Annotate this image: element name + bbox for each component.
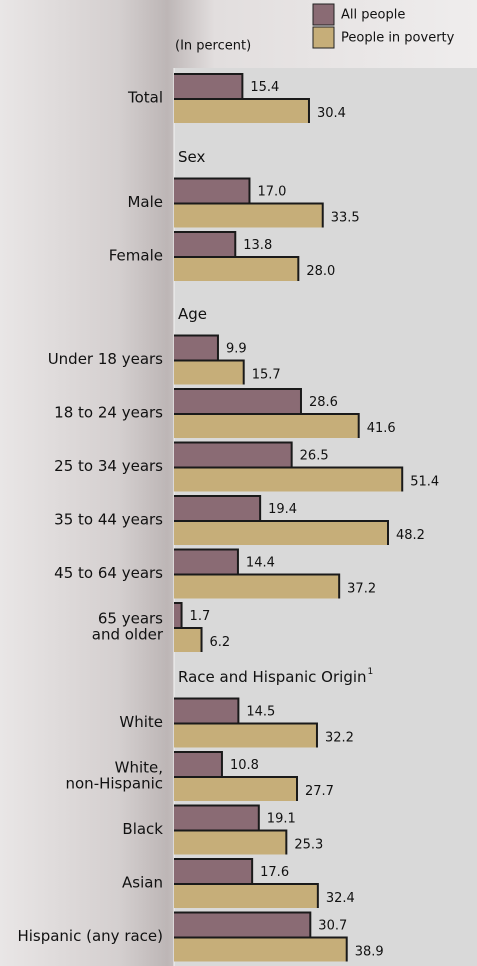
category-label: Hispanic (any race) [17, 927, 163, 945]
category-label: 45 to 64 years [54, 564, 163, 582]
category-label: Female [109, 247, 163, 265]
value-label: 41.6 [367, 421, 396, 436]
value-label: 15.7 [252, 368, 281, 383]
category-label: 18 to 24 years [54, 404, 163, 422]
bar [174, 256, 299, 281]
bar [174, 231, 236, 256]
bar [174, 602, 182, 627]
legend-swatch [312, 3, 335, 26]
group-heading: Age [178, 305, 207, 323]
bar [174, 334, 218, 360]
category-label: Black [122, 820, 163, 838]
category-label: Asian [122, 874, 163, 892]
heading-note: 1 [368, 667, 374, 677]
category-label: non-Hispanic [66, 775, 164, 793]
legend-label: All people [341, 8, 405, 23]
bar [174, 627, 202, 652]
value-label: 27.7 [305, 784, 334, 799]
bar [174, 829, 287, 855]
category-label: 65 years [98, 610, 163, 628]
value-label: 32.2 [325, 731, 354, 746]
value-label: 6.2 [210, 635, 231, 650]
value-label: 28.0 [306, 264, 335, 279]
bar [174, 722, 317, 748]
bar [174, 413, 359, 438]
bar [174, 495, 261, 520]
value-label: 17.6 [260, 865, 289, 880]
value-label: 19.1 [267, 812, 296, 827]
value-label: 1.7 [190, 609, 211, 624]
value-label: 9.9 [226, 342, 247, 357]
value-label: 33.5 [331, 211, 360, 226]
bar [174, 441, 292, 467]
bar [174, 359, 244, 385]
legend-label: People in poverty [341, 31, 455, 46]
value-label: 28.6 [309, 395, 338, 410]
value-label: 25.3 [294, 838, 323, 853]
value-label: 26.5 [300, 449, 329, 464]
category-label: 35 to 44 years [54, 511, 163, 529]
category-label: Total [127, 89, 163, 107]
bar [174, 883, 318, 908]
bar [174, 520, 389, 545]
bar [174, 776, 297, 801]
value-label: 30.4 [317, 106, 346, 121]
category-label: Male [127, 193, 163, 211]
group-heading: Race and Hispanic Origin [178, 668, 367, 686]
legend: All people People in poverty [312, 3, 455, 49]
bar [174, 936, 347, 962]
value-label: 17.0 [257, 185, 286, 200]
value-label: 14.5 [246, 705, 275, 720]
bar [174, 751, 222, 776]
bar [174, 73, 243, 98]
group-heading: Sex [178, 148, 205, 166]
bar [174, 911, 311, 937]
bar [174, 697, 239, 723]
value-label: 37.2 [347, 582, 376, 597]
value-label: 51.4 [410, 475, 439, 490]
bar [174, 804, 259, 830]
bar [174, 388, 301, 413]
category-label: White [119, 713, 163, 731]
bar [174, 548, 238, 574]
bar [174, 858, 253, 883]
value-label: 19.4 [268, 502, 297, 517]
value-label: 48.2 [396, 528, 425, 543]
bar [174, 202, 323, 228]
value-label: 14.4 [246, 556, 275, 571]
value-label: 30.7 [318, 919, 347, 934]
category-label: White, [115, 759, 163, 777]
category-label: 25 to 34 years [54, 457, 163, 475]
value-label: 38.9 [355, 945, 384, 960]
value-label: 10.8 [230, 758, 259, 773]
legend-swatch [312, 26, 335, 49]
category-label: Under 18 years [48, 350, 163, 368]
bar [174, 177, 250, 203]
value-label: 32.4 [326, 891, 355, 906]
bar [174, 573, 340, 599]
value-label: 15.4 [250, 80, 279, 95]
category-label: and older [92, 626, 164, 644]
note: (In percent) [175, 39, 251, 54]
bar [174, 466, 403, 492]
bar [174, 98, 309, 123]
value-label: 13.8 [243, 238, 272, 253]
